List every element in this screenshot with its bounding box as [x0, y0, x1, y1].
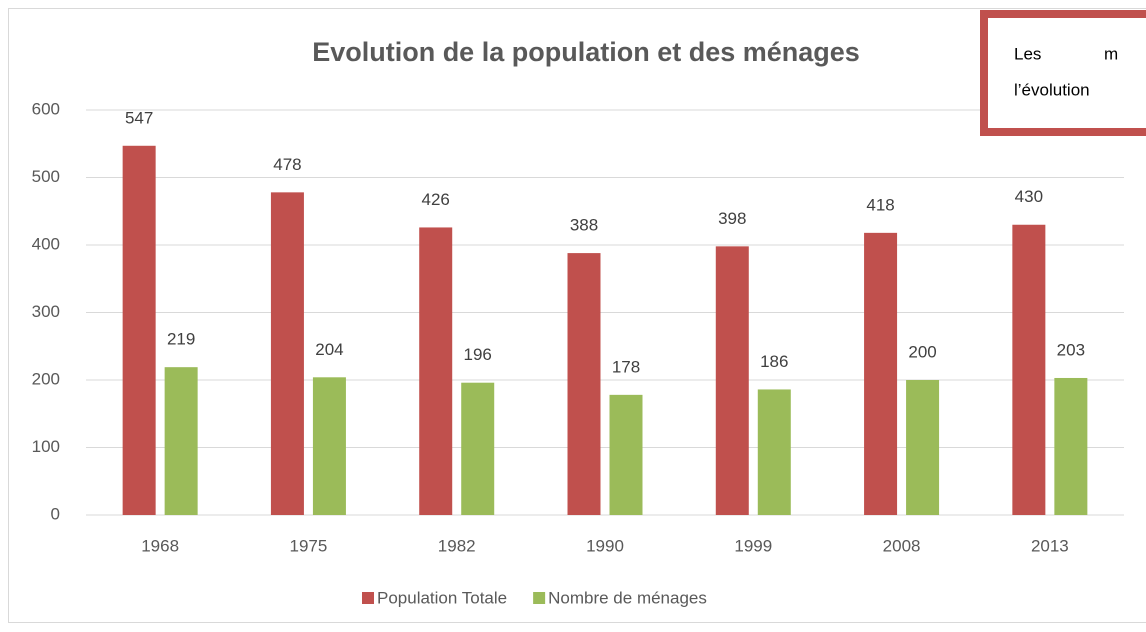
- y-tick-label: 0: [51, 504, 60, 523]
- text-box-line: l’évolution: [1014, 80, 1090, 99]
- data-label: 418: [866, 195, 894, 214]
- y-tick-label: 300: [32, 302, 60, 321]
- data-label: 178: [612, 357, 640, 376]
- data-label: 186: [760, 352, 788, 371]
- data-label: 547: [125, 108, 153, 127]
- bar: [419, 227, 453, 515]
- x-tick-label: 2013: [1031, 536, 1069, 555]
- x-tick-label: 1975: [290, 536, 328, 555]
- y-tick-label: 500: [32, 167, 60, 186]
- chart-title: Evolution de la population et des ménage…: [312, 37, 860, 67]
- y-tick-label: 600: [32, 99, 60, 118]
- data-label: 430: [1015, 187, 1043, 206]
- legend-swatch: [533, 592, 546, 604]
- text-box: [980, 10, 1146, 136]
- y-tick-label: 100: [32, 437, 60, 456]
- bar: [567, 253, 601, 515]
- bar: [164, 367, 198, 515]
- x-tick-label: 2008: [883, 536, 921, 555]
- data-label: 204: [315, 340, 343, 359]
- data-label: 388: [570, 216, 598, 235]
- x-tick-label: 1968: [141, 536, 179, 555]
- text-box-word: m: [1104, 44, 1118, 63]
- bar: [461, 382, 495, 515]
- bar: [1054, 377, 1088, 515]
- y-tick-label: 400: [32, 234, 60, 253]
- bar: [609, 394, 643, 515]
- data-label: 200: [908, 342, 936, 361]
- data-label: 426: [422, 190, 450, 209]
- bar: [122, 145, 156, 515]
- x-tick-label: 1999: [734, 536, 772, 555]
- data-label: 398: [718, 209, 746, 228]
- x-tick-label: 1982: [438, 536, 476, 555]
- data-label: 219: [167, 330, 195, 349]
- bar: [864, 232, 898, 515]
- text-box-word: Les: [1014, 44, 1041, 63]
- bar: [757, 389, 791, 515]
- bar: [906, 380, 940, 515]
- bar: [715, 246, 749, 515]
- bar: [270, 192, 304, 515]
- data-label: 196: [464, 345, 492, 364]
- legend-label: Nombre de ménages: [548, 588, 707, 607]
- y-tick-label: 200: [32, 369, 60, 388]
- bar: [312, 377, 346, 515]
- x-tick-label: 1990: [586, 536, 624, 555]
- legend-label: Population Totale: [377, 588, 507, 607]
- data-label: 478: [273, 155, 301, 174]
- data-label: 203: [1057, 340, 1085, 359]
- legend-swatch: [362, 592, 374, 604]
- bar: [1012, 224, 1046, 515]
